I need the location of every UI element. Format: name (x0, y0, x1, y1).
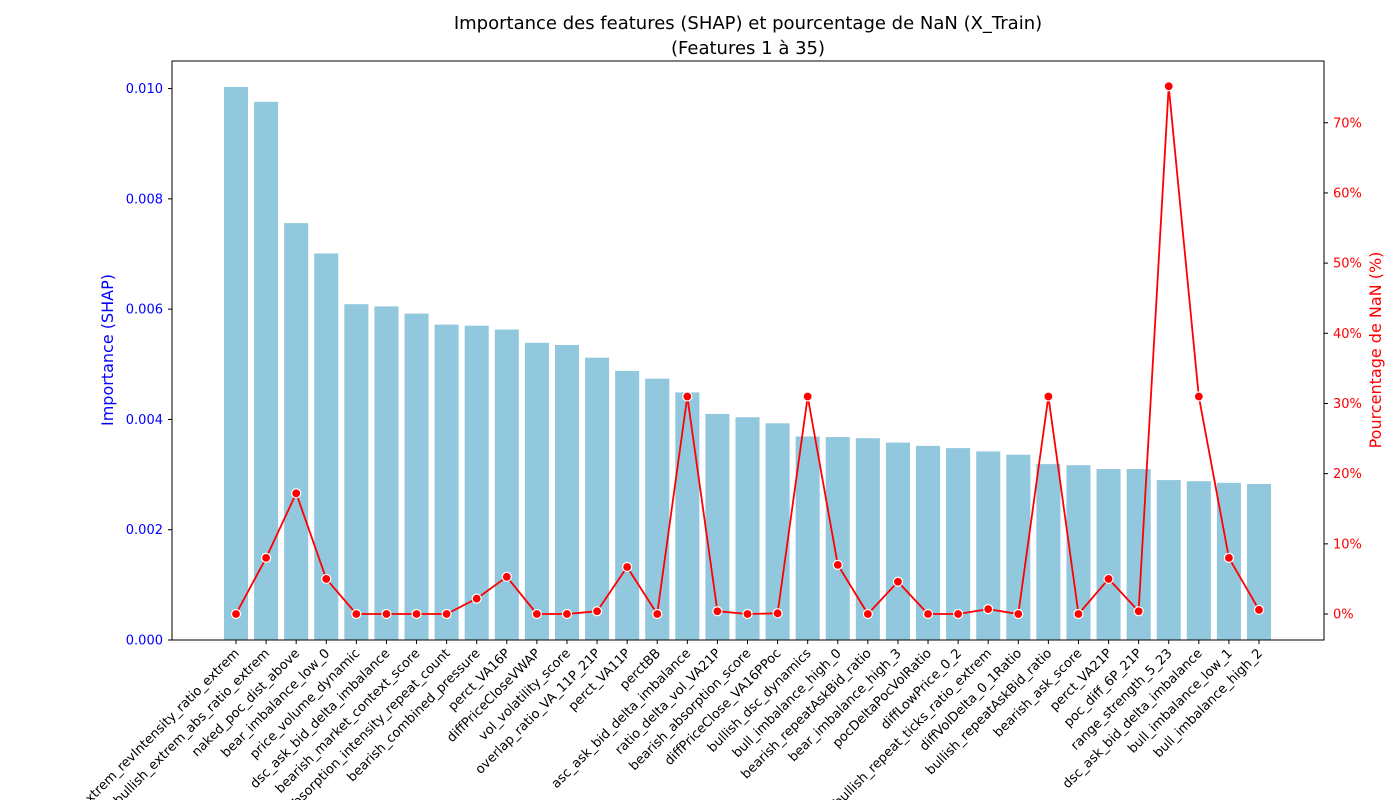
plot-frame (171, 60, 1325, 641)
nan-point-naked_poc_dist_above (291, 488, 302, 499)
nan-point-bearish_ask_score (1073, 608, 1084, 620)
bar-range_strength_5_23 (1156, 480, 1181, 640)
bar-perctBB (645, 378, 670, 640)
bar-extrem_revIntensity_ratio_extrem (223, 86, 249, 641)
nan-point-extrem_revIntensity_ratio_extrem (230, 608, 242, 620)
nan-point-perct_VA11P (622, 561, 633, 573)
left-tick-label: 0.002 (126, 523, 163, 538)
bar-diffPriceClose_VA16PPoc (765, 423, 790, 640)
nan-point-diffVolDelta_0_1Ratio (1013, 608, 1024, 620)
nan-point-bullish_repeatAskBid_ratio (1043, 391, 1054, 402)
right-y-axis: 0% 10% 20% 30% 40% 50% 60% 70% (1324, 116, 1362, 623)
bar-bullish_extrem_abs_ratio_extrem (254, 101, 279, 640)
left-tick-label: 0.004 (126, 413, 163, 428)
right-tick-label: 60% (1333, 186, 1362, 201)
nan-point-bearish_repeatAskBid_ratio (862, 608, 873, 620)
bar-perct_VA16P (494, 329, 519, 640)
nan-point-perctBB (652, 608, 663, 620)
bar-perct_VA11P (615, 370, 640, 640)
nan-point-bearish_combined_pressure (471, 593, 482, 604)
bar-ratio_delta_vol_VA21P (705, 413, 730, 640)
bar-bearish_absorption_score (735, 417, 760, 640)
chart-title: Importance des features (SHAP) et pource… (454, 13, 1042, 34)
bar-price_volume_dynamic (344, 304, 369, 640)
nan-line-series (230, 81, 1265, 620)
nan-point-perct_VA16P (501, 571, 512, 582)
nan-point-overlap_ratio_VA_11P_21P (591, 606, 603, 617)
bar-bear_imbalance_high_3 (885, 442, 910, 640)
nan-point-bear_imbalance_high_3 (892, 576, 904, 587)
bar-absorption_intensity_repeat_count (434, 324, 459, 640)
nan-point-bullish_dsc_dynamics (802, 391, 813, 402)
right-tick-label: 10% (1333, 537, 1362, 552)
right-tick-label: 20% (1333, 467, 1362, 482)
bar-dsc_ask_bid_delta_imbalance (1186, 481, 1211, 640)
right-tick-label: 0% (1333, 608, 1354, 623)
chart-subtitle: (Features 1 à 35) (671, 38, 825, 59)
bar-dsc_ask_bid_delta_imbalance (374, 306, 399, 640)
nan-point-ratio_delta_vol_VA21P (712, 606, 723, 617)
nan-point-absorption_intensity_repeat_count (441, 608, 452, 620)
bar-overlap_ratio_VA_11P_21P (585, 357, 610, 640)
y-axis-label-left: Importance (SHAP) (98, 274, 117, 426)
bar-vol_volatility_score (554, 344, 580, 640)
bar-diffPriceCloseVWAP (524, 342, 549, 640)
nan-point-asc_ask_bid_delta_imbalance (682, 391, 693, 402)
right-tick-label: 40% (1333, 327, 1362, 342)
nan-point-bull_imbalance_high_2 (1253, 604, 1265, 615)
bar-asc_ask_bid_delta_imbalance (675, 392, 700, 640)
bar-pocDeltaPocVolRatio (915, 445, 941, 640)
nan-point-bull_imbalance_high_0 (832, 559, 843, 571)
bar-bullish_dsc_dynamics (795, 436, 820, 640)
left-tick-label: 0.000 (126, 634, 163, 649)
nan-point-perct_VA21P (1103, 573, 1114, 585)
left-y-axis: 0.000 0.002 0.004 0.006 0.008 0.010 (126, 82, 172, 649)
y-axis-label-right: Pourcentage de NaN (%) (1366, 252, 1385, 449)
bar-naked_poc_dist_above (284, 223, 309, 640)
nan-point-dsc_ask_bid_delta_imbalance (381, 608, 392, 620)
bar-bearish_market_context_score (404, 313, 429, 640)
nan-point-diffPriceClose_VA16PPoc (772, 608, 783, 619)
bar-bullish_repeatAskBid_ratio (1036, 464, 1061, 640)
nan-point-bullish_repeat_ticks_ratio_extrem (983, 604, 994, 615)
nan-point-bullish_extrem_abs_ratio_extrem (260, 552, 272, 563)
nan-point-poc_diff_6P_21P (1133, 606, 1144, 617)
right-tick-label: 30% (1333, 397, 1362, 412)
bar-bull_imbalance_high_0 (825, 437, 850, 640)
right-tick-label: 50% (1333, 257, 1362, 272)
nan-point-pocDeltaPocVolRatio (922, 608, 934, 620)
bar-diffLowPrice_0_2 (946, 448, 971, 640)
nan-point-vol_volatility_score (561, 608, 573, 620)
bar-bull_imbalance_high_2 (1246, 483, 1272, 640)
nan-point-bearish_market_context_score (411, 608, 422, 620)
bar-bearish_combined_pressure (464, 325, 489, 640)
nan-point-diffLowPrice_0_2 (953, 608, 964, 620)
nan-point-bull_imbalance_low_1 (1223, 552, 1235, 563)
left-tick-label: 0.006 (126, 303, 163, 318)
bar-perct_VA21P (1096, 469, 1121, 640)
nan-point-range_strength_5_23 (1163, 81, 1174, 92)
left-tick-label: 0.008 (126, 192, 163, 207)
nan-point-dsc_ask_bid_delta_imbalance (1193, 391, 1204, 402)
nan-point-diffPriceCloseVWAP (531, 608, 542, 620)
nan-point-bear_imbalance_low_0 (321, 573, 332, 585)
right-tick-label: 70% (1333, 116, 1362, 131)
left-tick-label: 0.010 (126, 82, 163, 97)
nan-point-bearish_absorption_score (742, 608, 753, 620)
nan-point-price_volume_dynamic (351, 608, 362, 620)
